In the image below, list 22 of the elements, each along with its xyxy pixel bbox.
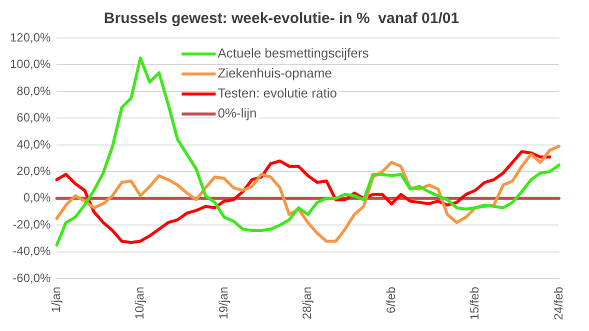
y-tick-label: 100,0% (10, 57, 52, 72)
legend-label: 0%-lijn (218, 106, 257, 121)
y-tick-label: 80,0% (16, 84, 52, 98)
y-tick-label: 60,0% (16, 110, 52, 125)
x-tick-label: 19/jan (216, 286, 230, 320)
chart-title: Brussels gewest: week-evolutie- in % vanaf 01/01 (104, 10, 460, 28)
x-tick-label: 10/jan (132, 286, 147, 320)
x-tick-label: 6/feb (384, 286, 398, 314)
legend-label: Actuele besmettingscijfers (218, 46, 370, 61)
x-tick-label: 28/jan (300, 286, 314, 320)
legend-label: Testen: evolutie ratio (218, 86, 337, 101)
legend-label: Ziekenhuis-opname (218, 66, 332, 81)
y-tick-label: -40,0% (12, 244, 52, 258)
y-tick-label: 20,0% (16, 164, 52, 178)
y-tick-label: 40,0% (16, 137, 52, 152)
x-tick-label: 15/feb (468, 286, 482, 320)
x-tick-label: 24/feb (551, 286, 566, 320)
y-tick-label: -20,0% (12, 217, 52, 232)
x-tick-label: 1/jan (49, 286, 64, 313)
y-tick-label: 0,0% (23, 190, 52, 205)
y-tick-label: -60,0% (12, 270, 52, 285)
y-tick-label: 120,0% (10, 30, 52, 44)
